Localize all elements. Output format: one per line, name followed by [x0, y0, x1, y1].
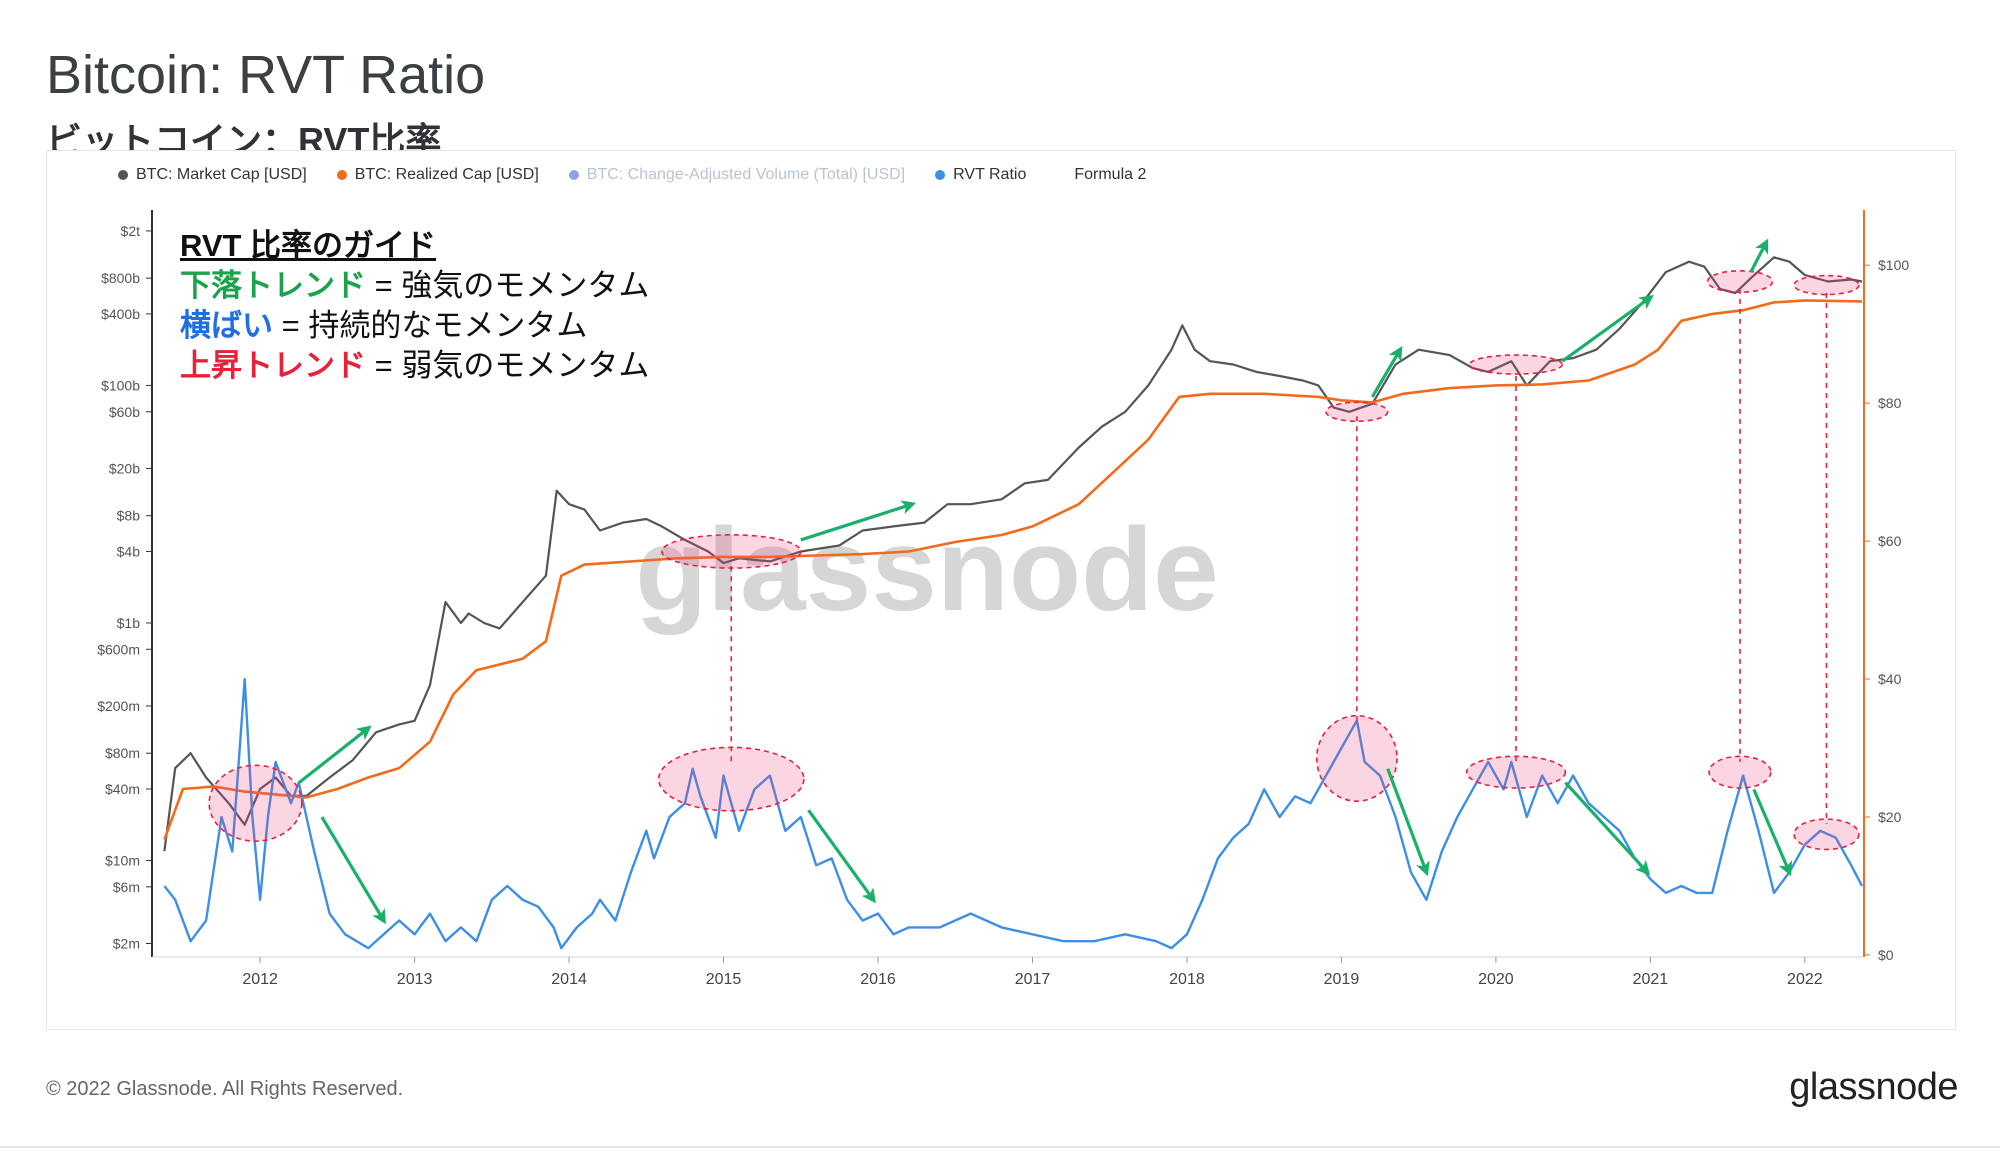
y-left-tick-label: $100b — [101, 377, 140, 393]
legend-dot-rvt-ratio — [935, 170, 946, 180]
annotation-trend-arrow — [1561, 294, 1654, 363]
annotation-trend-arrow — [1370, 345, 1403, 398]
guide-keyword-downtrend: 下落トレンド — [180, 268, 366, 303]
annotation-trend-arrow — [320, 816, 386, 925]
x-tick-label: 2013 — [397, 971, 433, 988]
annotation-trend-arrow — [1386, 768, 1430, 877]
annotation-ellipse — [1793, 274, 1860, 296]
y-left-tick-label: $6m — [113, 879, 140, 895]
legend-item-rvt-ratio[interactable]: RVT Ratio — [935, 166, 1026, 184]
annotation-ellipse — [1708, 755, 1772, 789]
guide-row-sideways: 横ばい = 持続的なモメンタム — [180, 306, 649, 346]
x-tick-label: 2012 — [242, 971, 278, 988]
annotation-ellipse — [1315, 714, 1398, 802]
series-rvt-ratio-line — [163, 677, 1864, 950]
annotation-ellipse — [1465, 755, 1567, 789]
copyright-text: © 2022 Glassnode. All Rights Reserved. — [46, 1078, 404, 1100]
guide-meaning-sideways: = 持続的なモメンタム — [273, 308, 588, 343]
y-left-tick-label: $2m — [113, 935, 140, 951]
x-tick-label: 2020 — [1478, 971, 1514, 988]
x-tick-label: 2021 — [1633, 971, 1669, 988]
y-left-tick-label: $60b — [109, 404, 140, 420]
y-right-tick-label: $0 — [1878, 947, 1894, 963]
legend-label-rvt-ratio: RVT Ratio — [953, 166, 1027, 183]
annotation-ellipse — [208, 764, 303, 842]
series-market-cap-line — [163, 256, 1863, 852]
annotation-ellipse — [1468, 354, 1564, 375]
y-right-tick-label: $20 — [1878, 809, 1902, 825]
y-left-tick-label: $200m — [97, 698, 140, 714]
x-tick-label: 2019 — [1324, 971, 1360, 988]
annotation-trend-arrow — [297, 725, 372, 785]
x-tick-label: 2018 — [1169, 971, 1205, 988]
legend-label-market-cap: BTC: Market Cap [USD] — [136, 166, 307, 183]
annotation-trend-arrow — [1564, 781, 1651, 876]
y-right-tick-label: $60 — [1878, 533, 1902, 549]
y-left-tick-label: $4b — [117, 543, 141, 559]
y-right-tick-label: $100 — [1878, 257, 1909, 273]
y-left-tick-label: $1b — [117, 615, 141, 631]
y-right-tick-label: $80 — [1878, 395, 1902, 411]
legend-item-change-adjusted-volume[interactable]: BTC: Change-Adjusted Volume (Total) [USD… — [568, 166, 906, 184]
legend-dot-market-cap — [118, 170, 128, 180]
guide-title: RVT 比率のガイド — [180, 228, 437, 263]
y-right-tick-label: $40 — [1878, 671, 1902, 687]
annotation-ellipse — [1793, 818, 1860, 851]
annotation-trend-arrow — [1752, 788, 1793, 877]
annotation-trend-arrow — [807, 809, 876, 904]
x-tick-label: 2015 — [706, 971, 742, 988]
x-tick-label: 2014 — [551, 971, 587, 988]
chart-legend: BTC: Market Cap [USD] BTC: Realized Cap … — [118, 166, 1146, 184]
y-left-tick-label: $800b — [101, 270, 140, 286]
legend-dot-realized-cap — [336, 170, 347, 180]
y-left-tick-label: $400b — [101, 306, 140, 322]
y-left-tick-label: $10m — [105, 852, 140, 868]
series-realized-cap-line — [163, 299, 1863, 841]
rvt-guide-box: RVT 比率のガイド 下落トレンド = 強気のモメンタム 横ばい = 持続的なモ… — [180, 226, 649, 386]
chart-panel — [46, 150, 1956, 1030]
annotation-trend-arrow — [1749, 238, 1769, 273]
annotation-ellipse — [1325, 401, 1389, 423]
legend-label-formula-2: Formula 2 — [1074, 166, 1147, 183]
legend-label-realized-cap: BTC: Realized Cap [USD] — [354, 166, 539, 183]
annotation-ellipse — [657, 746, 805, 812]
x-tick-label: 2022 — [1787, 971, 1823, 988]
legend-item-realized-cap[interactable]: BTC: Realized Cap [USD] — [336, 166, 539, 184]
watermark: glassnode — [635, 504, 1219, 636]
y-left-tick-label: $20b — [109, 460, 140, 476]
guide-meaning-downtrend: = 強気のモメンタム — [366, 268, 650, 303]
guide-meaning-uptrend: = 弱気のモメンタム — [366, 348, 650, 383]
y-left-tick-label: $8b — [117, 508, 141, 524]
y-left-tick-label: $2t — [121, 223, 141, 239]
guide-keyword-uptrend: 上昇トレンド — [180, 348, 366, 383]
page-title: Bitcoin: RVT Ratio — [46, 45, 486, 105]
legend-item-formula-2[interactable]: Formula 2 — [1074, 166, 1146, 184]
y-left-tick-label: $40m — [105, 781, 140, 797]
x-tick-label: 2017 — [1015, 971, 1051, 988]
legend-item-market-cap[interactable]: BTC: Market Cap [USD] — [118, 166, 307, 184]
guide-keyword-sideways: 横ばい — [180, 308, 273, 343]
annotation-trend-arrow — [800, 500, 917, 542]
bottom-divider — [0, 1146, 2000, 1148]
x-tick-label: 2016 — [860, 971, 896, 988]
legend-dot-change-adjusted-volume — [568, 170, 579, 180]
guide-row-uptrend: 上昇トレンド = 弱気のモメンタム — [180, 346, 649, 386]
annotation-ellipse — [1706, 270, 1774, 293]
annotation-ellipse — [660, 534, 802, 569]
glassnode-logo[interactable]: glassnode — [1789, 1066, 1958, 1108]
y-left-tick-label: $600m — [97, 641, 140, 657]
guide-row-downtrend: 下落トレンド = 強気のモメンタム — [180, 266, 649, 306]
y-left-tick-label: $80m — [105, 745, 140, 761]
legend-label-change-adjusted-volume: BTC: Change-Adjusted Volume (Total) [USD… — [586, 166, 906, 183]
